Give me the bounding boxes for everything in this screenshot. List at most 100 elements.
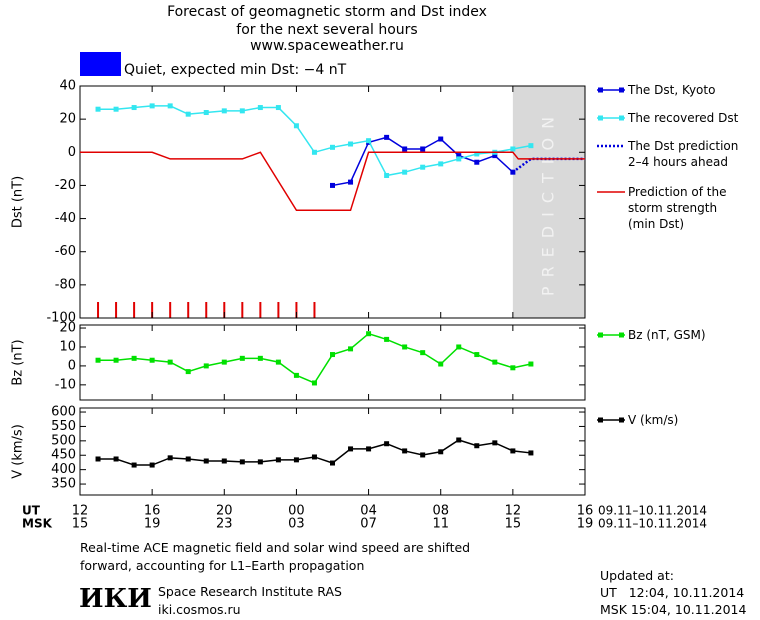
- data-point: [402, 146, 408, 152]
- plot-frame: [79, 85, 586, 319]
- data-point: [456, 156, 462, 162]
- data-point: [311, 149, 317, 155]
- data-point: [438, 161, 444, 167]
- data-point: [167, 455, 173, 461]
- data-point: [95, 456, 101, 462]
- y-tick-label: -60: [55, 244, 76, 259]
- data-point: [185, 456, 191, 462]
- x-tick-label: 03: [288, 517, 305, 532]
- y-tick-label: -10: [55, 377, 76, 392]
- title-line: www.spaceweather.ru: [250, 38, 404, 54]
- series-line: [98, 439, 531, 466]
- y-tick-label: 500: [51, 433, 76, 448]
- data-point: [402, 344, 408, 350]
- data-point: [293, 457, 299, 463]
- data-point: [221, 359, 227, 365]
- data-point: [113, 456, 119, 462]
- y-axis-label: Dst (nT): [11, 176, 26, 228]
- data-point: [348, 141, 354, 147]
- x-row-name: MSK: [22, 517, 53, 531]
- data-point: [474, 151, 480, 157]
- data-point: [384, 134, 390, 140]
- x-tick-label: 19: [144, 517, 161, 532]
- y-tick-label: 10: [59, 339, 76, 354]
- data-point: [528, 450, 534, 456]
- data-point: [456, 437, 462, 443]
- x-tick-label: 16: [144, 504, 161, 519]
- y-tick-label: 0: [68, 358, 76, 373]
- data-point: [366, 446, 372, 452]
- y-tick-label: 450: [51, 448, 76, 463]
- status-text: Quiet, expected min Dst: −4 nT: [124, 62, 347, 78]
- data-point: [95, 106, 101, 112]
- legend-label: The Dst, Kyoto: [628, 83, 716, 97]
- x-date: 09.11–10.11.2014: [598, 504, 707, 518]
- x-tick-label: 16: [577, 504, 594, 519]
- plot-frame: [79, 407, 586, 496]
- data-point: [420, 350, 426, 356]
- data-point: [420, 452, 426, 458]
- data-point: [275, 457, 281, 463]
- legend-marker: [619, 87, 624, 93]
- x-tick-label: 19: [577, 517, 594, 532]
- footer-note: forward, accounting for L1–Earth propaga…: [80, 558, 365, 573]
- data-point: [167, 359, 173, 365]
- data-point: [113, 106, 119, 112]
- data-point: [330, 144, 335, 150]
- data-point: [311, 380, 317, 386]
- y-tick-label: 600: [51, 405, 76, 420]
- data-point: [257, 459, 263, 465]
- y-tick-label: -40: [55, 211, 76, 226]
- y-tick-label: 350: [51, 477, 76, 492]
- data-point: [366, 138, 372, 144]
- data-point: [438, 136, 444, 142]
- y-axis-label: Bz (nT): [11, 339, 26, 385]
- data-point: [185, 111, 191, 117]
- data-point: [257, 355, 263, 361]
- y-axis-label: V (km/s): [11, 424, 26, 479]
- data-point: [384, 441, 390, 447]
- data-point: [492, 359, 498, 365]
- data-point: [384, 172, 390, 178]
- data-point: [384, 336, 390, 342]
- legend-label: The Dst prediction 2–4 hours ahead: [628, 139, 739, 169]
- legend-label: Prediction of the storm strength (min Ds…: [628, 185, 727, 231]
- plot-frame: [79, 324, 586, 401]
- x-row-name: UT: [22, 504, 41, 518]
- data-point: [528, 143, 534, 149]
- x-tick-label: 12: [505, 504, 522, 519]
- data-point: [95, 357, 101, 363]
- data-point: [438, 449, 444, 455]
- prediction-label: PREDICTION: [538, 108, 557, 296]
- data-point: [348, 446, 354, 452]
- data-point: [402, 169, 408, 175]
- legend-marker: [598, 332, 603, 338]
- data-point: [474, 159, 480, 165]
- logo: ИКИ: [79, 584, 152, 614]
- data-point: [203, 110, 209, 116]
- series-line: [98, 105, 532, 177]
- data-point: [167, 103, 173, 109]
- y-tick-label: -100: [46, 311, 76, 326]
- y-tick-label: 550: [51, 419, 76, 434]
- data-point: [510, 365, 516, 371]
- data-point: [456, 344, 462, 350]
- data-point: [438, 361, 444, 367]
- data-point: [185, 369, 191, 375]
- data-point: [203, 363, 209, 369]
- data-point: [330, 182, 335, 188]
- series-line: [332, 136, 514, 187]
- data-point: [149, 462, 155, 468]
- data-point: [239, 355, 245, 361]
- legend-marker: [598, 115, 603, 121]
- data-point: [366, 331, 372, 337]
- legend-marker: [619, 332, 624, 338]
- y-tick-label: -20: [55, 178, 76, 193]
- x-tick-label: 15: [72, 517, 89, 532]
- data-point: [221, 108, 227, 114]
- prediction-area: [512, 86, 585, 318]
- title-line: Forecast of geomagnetic storm and Dst in…: [167, 4, 487, 20]
- legend-marker: [598, 417, 603, 423]
